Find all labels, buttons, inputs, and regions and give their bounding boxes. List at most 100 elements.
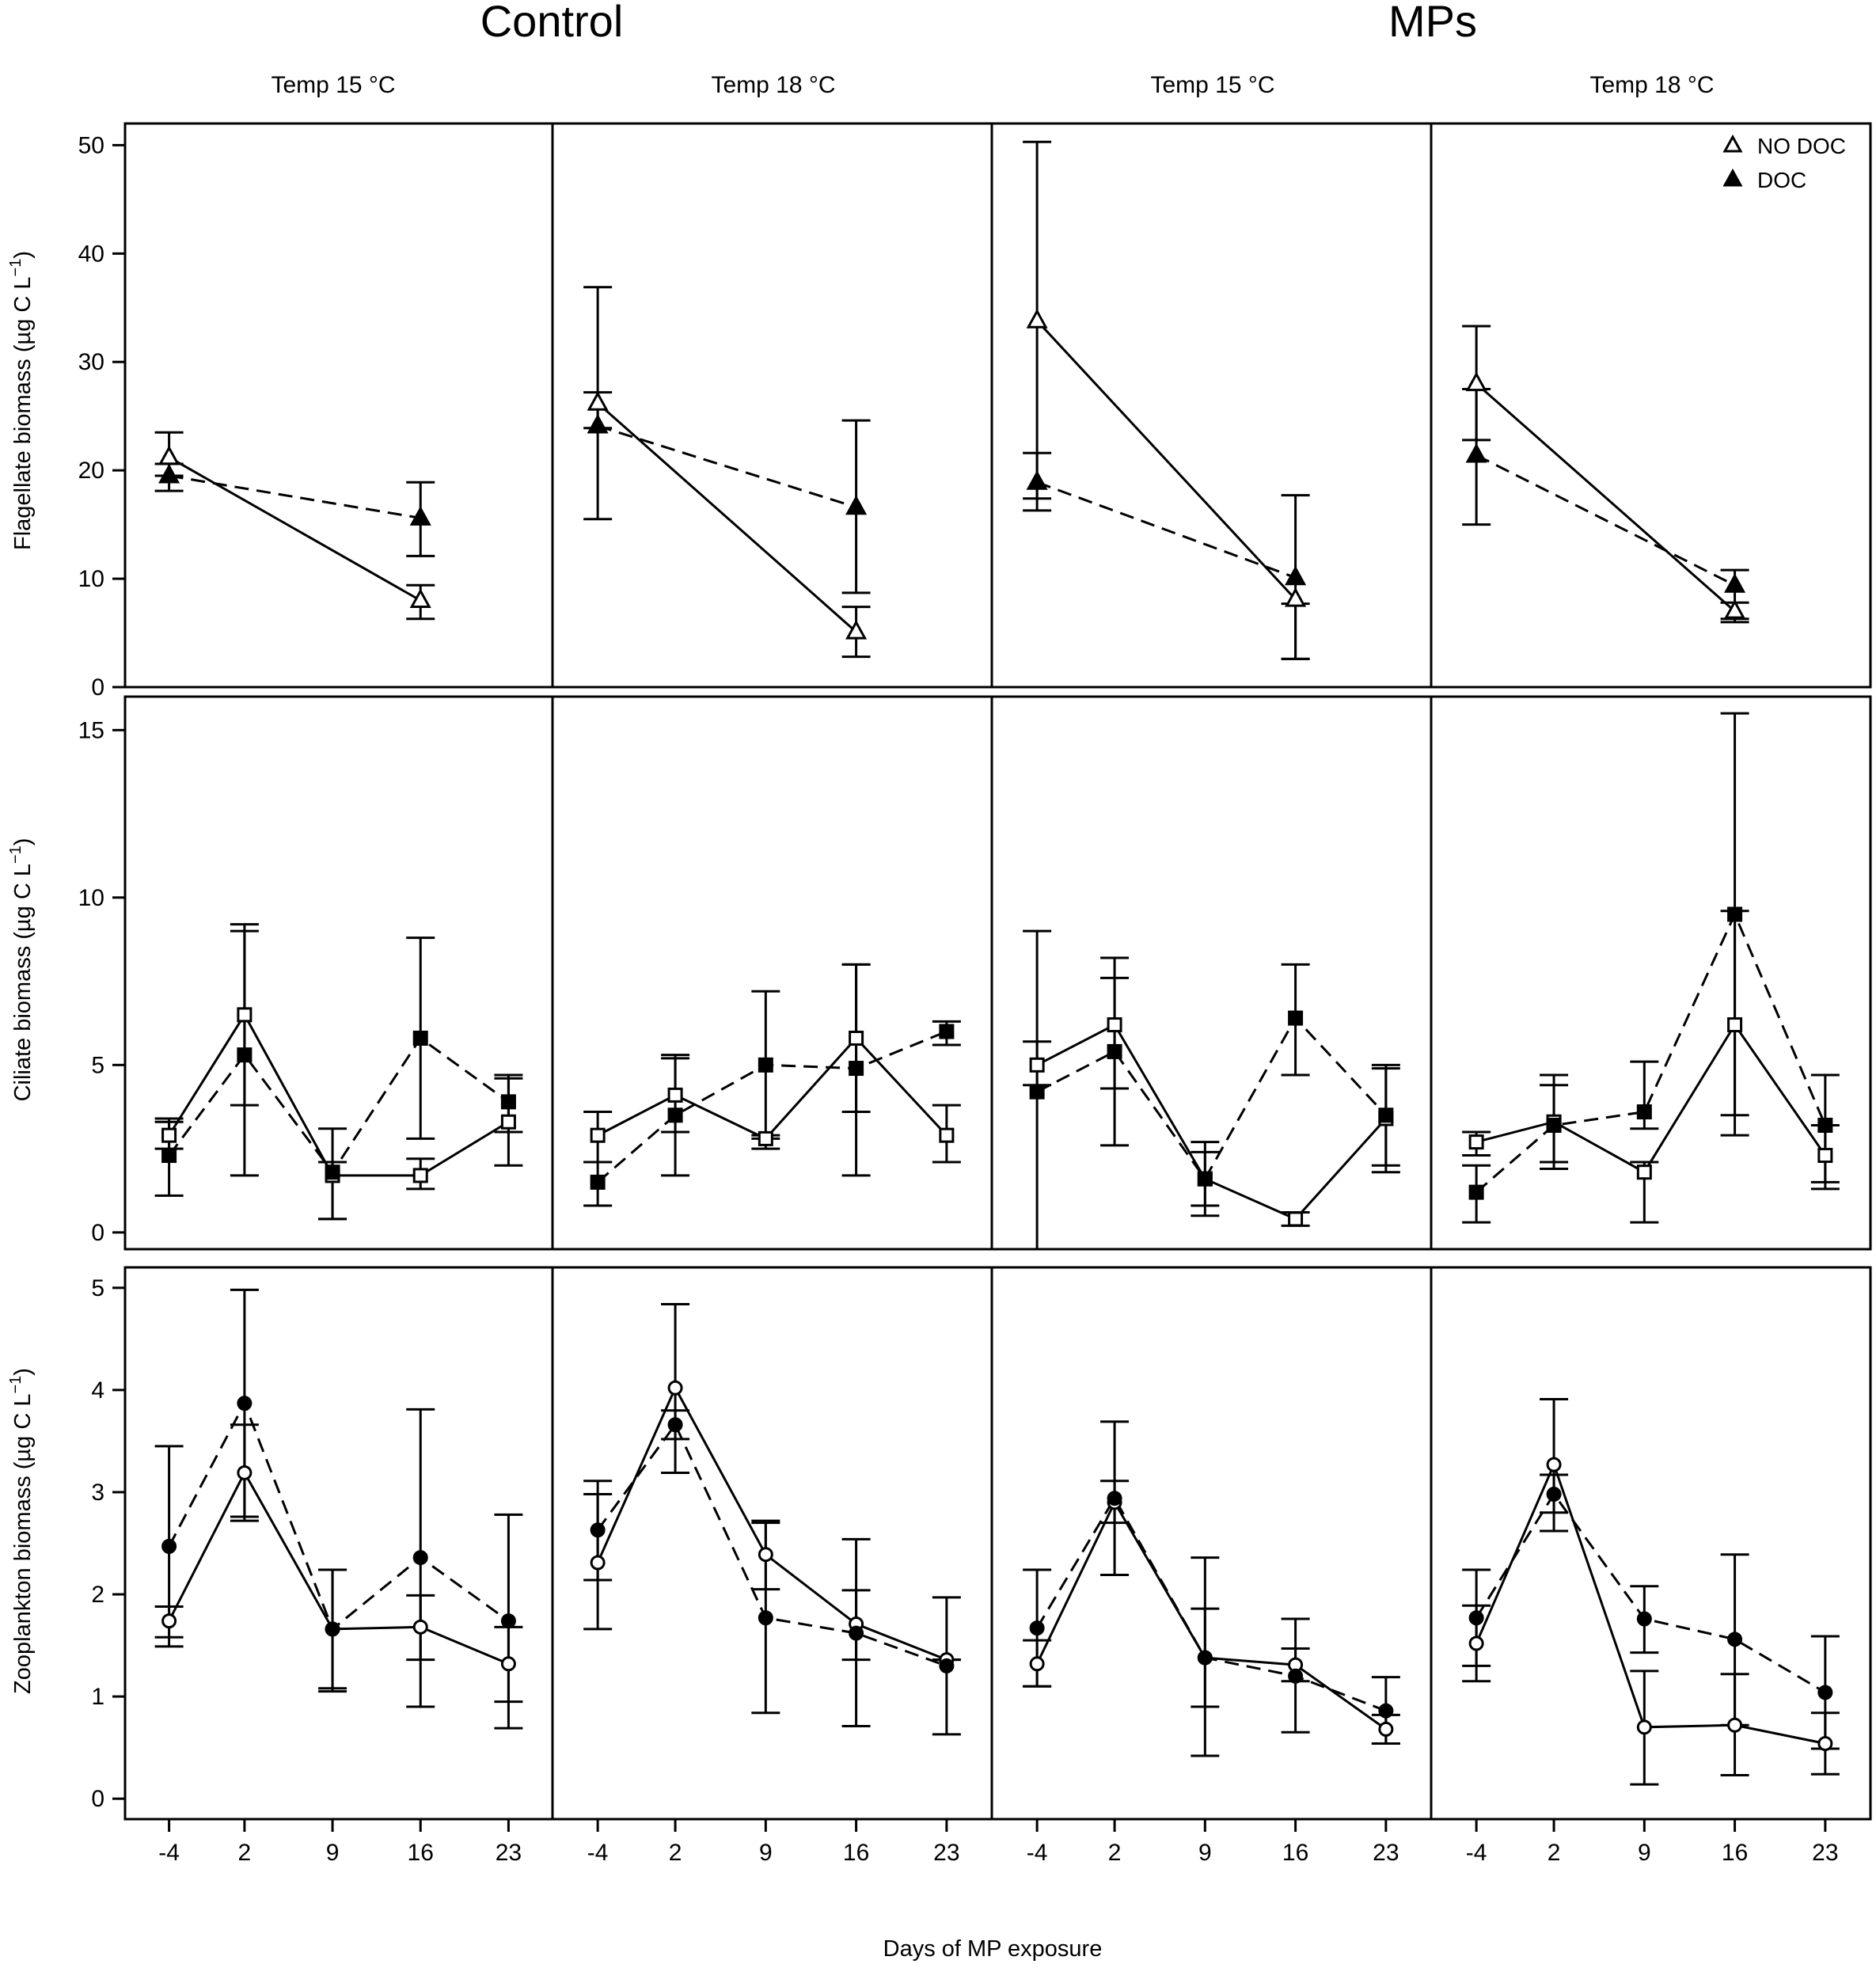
point-flagellate-p2-doc-16 — [845, 495, 868, 515]
x-tick-label-p2-9: 9 — [759, 1840, 773, 1866]
y-tick-label-zooplankton-2: 2 — [91, 1582, 104, 1608]
point-ciliate-p1-doc--4 — [161, 1148, 177, 1164]
x-tick-label-p1-2: 2 — [238, 1840, 252, 1866]
series-line-flagellate-p2-doc — [597, 424, 857, 509]
series-line-flagellate-p3-doc — [1036, 481, 1297, 579]
point-zooplankton-p3-doc-2 — [1107, 1491, 1122, 1506]
legend-label-doc: DOC — [1757, 168, 1806, 192]
point-ciliate-p1-doc-2 — [237, 1047, 253, 1063]
x-tick-label-p1-16: 16 — [408, 1840, 434, 1866]
column-title-3: Temp 15 °C — [1150, 72, 1274, 98]
point-ciliate-p2-no-doc-2 — [667, 1087, 683, 1103]
point-zooplankton-p3-doc-16 — [1288, 1668, 1304, 1684]
point-zooplankton-p1-no-doc-16 — [412, 1619, 428, 1635]
point-ciliate-p2-doc--4 — [590, 1174, 606, 1190]
x-tick-label-p4--4: -4 — [1466, 1840, 1487, 1866]
legend: NO DOC DOC — [1722, 134, 1846, 192]
point-zooplankton-p2-no-doc-9 — [758, 1547, 773, 1563]
point-ciliate-p2-doc-2 — [667, 1107, 683, 1123]
point-zooplankton-p3-no-doc-23 — [1378, 1721, 1394, 1737]
legend-marker-doc — [1722, 168, 1743, 187]
series-line-flagellate-p3-no-doc — [1036, 320, 1297, 601]
point-zooplankton-p3-no-doc--4 — [1029, 1656, 1045, 1672]
column-title-4: Temp 18 °C — [1589, 72, 1714, 98]
point-zooplankton-p4-doc--4 — [1468, 1610, 1484, 1626]
panel-frame-flagellate — [123, 122, 1872, 689]
y-axis-label-zooplankton-sup: −1 — [7, 1376, 25, 1394]
point-ciliate-p4-no-doc--4 — [1468, 1134, 1484, 1150]
point-ciliate-p3-doc-16 — [1288, 1010, 1304, 1026]
series-line-flagellate-p1-no-doc — [168, 456, 421, 602]
series-line-ciliate-p4-doc — [1475, 911, 1827, 1194]
point-ciliate-p3-no-doc--4 — [1029, 1057, 1045, 1073]
x-tick-label-p3-9: 9 — [1198, 1840, 1212, 1866]
y-tick-label-zooplankton-1: 1 — [91, 1684, 104, 1710]
point-ciliate-p1-no-doc-16 — [412, 1168, 428, 1183]
point-ciliate-p4-doc-16 — [1727, 906, 1743, 922]
point-ciliate-p3-no-doc-16 — [1288, 1211, 1304, 1227]
point-ciliate-p4-doc-23 — [1817, 1117, 1833, 1133]
x-tick-label-p4-2: 2 — [1548, 1840, 1561, 1866]
x-tick-label-p2-2: 2 — [669, 1840, 682, 1866]
y-axis-label-zooplankton-text: Zooplankton biomass (µg C L — [10, 1394, 36, 1694]
point-zooplankton-p2-doc--4 — [590, 1522, 606, 1538]
point-ciliate-p4-no-doc-23 — [1817, 1148, 1833, 1164]
y-axis-label-flagellate-sup: −1 — [7, 259, 25, 277]
x-tick-label-p1-23: 23 — [496, 1840, 522, 1866]
point-zooplankton-p1-no-doc-23 — [500, 1656, 516, 1672]
point-flagellate-p1-doc-16 — [409, 506, 431, 526]
point-ciliate-p4-no-doc-16 — [1727, 1017, 1743, 1033]
y-tick-label-ciliate-5: 5 — [91, 1052, 104, 1078]
y-tick-label-flagellate-10: 10 — [78, 566, 104, 592]
x-tick-label-p2--4: -4 — [587, 1840, 609, 1866]
column-title-1: Temp 15 °C — [271, 72, 395, 98]
point-flagellate-p4-doc--4 — [1465, 443, 1487, 463]
point-zooplankton-p2-no-doc--4 — [590, 1555, 606, 1571]
point-flagellate-p3-no-doc-16 — [1285, 587, 1307, 607]
legend-label-no-doc: NO DOC — [1757, 134, 1846, 158]
point-ciliate-p1-doc-23 — [500, 1094, 516, 1110]
point-zooplankton-p4-doc-16 — [1727, 1632, 1743, 1647]
point-zooplankton-p1-doc-16 — [412, 1550, 428, 1566]
point-flagellate-p3-doc--4 — [1026, 470, 1048, 490]
point-ciliate-p1-no-doc-23 — [500, 1114, 516, 1130]
y-axis-label-ciliate-text: Ciliate biomass (µg C L — [10, 864, 36, 1101]
series-line-ciliate-p3-doc — [1036, 1016, 1387, 1181]
point-ciliate-p2-no-doc-23 — [939, 1127, 955, 1143]
x-axis-label: Days of MP exposure — [883, 1936, 1103, 1962]
point-ciliate-p2-doc-9 — [758, 1057, 773, 1073]
point-flagellate-p4-no-doc-16 — [1724, 599, 1746, 619]
point-zooplankton-p1-no-doc--4 — [161, 1613, 177, 1629]
column-title-2: Temp 18 °C — [711, 72, 835, 98]
y-tick-label-zooplankton-4: 4 — [91, 1377, 104, 1404]
y-axis-label-flagellate-text: Flagellate biomass (µg C L — [10, 276, 36, 550]
point-zooplankton-p1-doc-23 — [500, 1613, 516, 1629]
point-ciliate-p2-no-doc--4 — [590, 1127, 606, 1143]
point-ciliate-p3-doc-2 — [1107, 1043, 1122, 1059]
series-line-flagellate-p2-no-doc — [597, 402, 857, 633]
point-ciliate-p3-no-doc-2 — [1107, 1017, 1122, 1033]
point-zooplankton-p1-doc--4 — [161, 1538, 177, 1554]
y-tick-label-flagellate-0: 0 — [91, 674, 104, 701]
y-axis-label-ciliate-close: ) — [10, 838, 36, 846]
y-axis-label-flagellate: Flagellate biomass (µg C L−1) — [7, 251, 36, 550]
panel-frame-zooplankton — [123, 1266, 1872, 1821]
group-title-mps: MPs — [1388, 0, 1477, 46]
y-axis-label-flagellate-close: ) — [10, 251, 36, 259]
point-zooplankton-p3-doc--4 — [1029, 1620, 1045, 1636]
point-zooplankton-p4-no-doc-9 — [1636, 1719, 1652, 1735]
point-ciliate-p3-doc--4 — [1029, 1084, 1045, 1100]
x-tick-label-p2-16: 16 — [843, 1840, 869, 1866]
y-axis-label-ciliate: Ciliate biomass (µg C L−1) — [7, 838, 36, 1102]
x-tick-label-p3-16: 16 — [1282, 1840, 1308, 1866]
y-axis-label-zooplankton: Zooplankton biomass (µg C L−1) — [7, 1368, 36, 1694]
y-tick-label-flagellate-20: 20 — [78, 458, 104, 484]
point-ciliate-p4-doc--4 — [1468, 1184, 1484, 1200]
x-tick-label-p3--4: -4 — [1027, 1840, 1048, 1866]
point-ciliate-p2-doc-16 — [849, 1061, 864, 1077]
point-zooplankton-p2-doc-2 — [667, 1417, 683, 1433]
group-title-control: Control — [480, 0, 624, 46]
y-tick-label-flagellate-30: 30 — [78, 349, 104, 375]
